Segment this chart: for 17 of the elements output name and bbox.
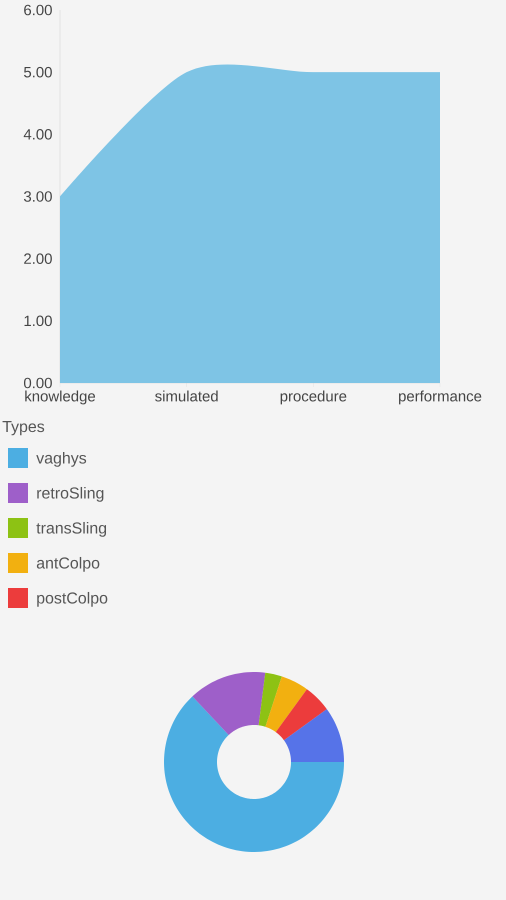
- y-tick-label: 2.00: [24, 253, 52, 264]
- y-tick-label: 6.00: [24, 4, 52, 16]
- legend-label: postColpo: [37, 592, 108, 607]
- legend-label: transSling: [36, 522, 106, 537]
- legend-title: Types: [2, 421, 44, 436]
- y-tick-label: 4.00: [24, 129, 52, 140]
- legend-label: retroSling: [37, 486, 104, 502]
- legend-label: antColpo: [36, 556, 100, 572]
- x-tick-label: performance: [399, 390, 482, 404]
- y-tick-label: 1.00: [24, 316, 52, 326]
- legend-label: vaghys: [36, 452, 86, 467]
- y-tick-label: 5.00: [24, 66, 52, 78]
- y-tick-label: 0.00: [24, 378, 52, 388]
- x-tick-label: simulated: [155, 390, 218, 402]
- y-tick-label: 3.00: [24, 191, 52, 202]
- x-tick-label: knowledge: [25, 390, 96, 404]
- x-tick-label: procedure: [280, 390, 346, 404]
